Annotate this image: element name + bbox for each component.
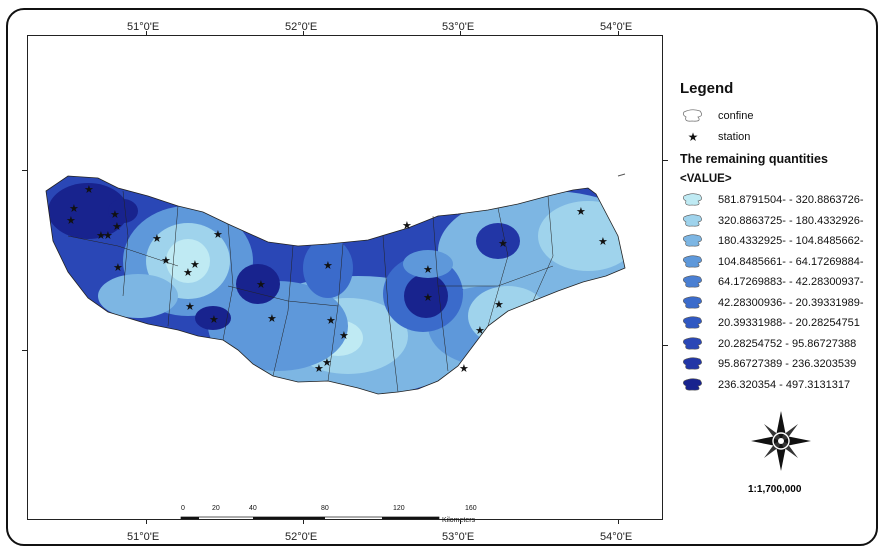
map-area: ★ ★ ★ ★ ★ ★ ★ ★ ★ ★ ★ ★ ★ ★ ★ ★ ★ ★ ★ ★ … [27, 35, 663, 522]
map-frame [6, 8, 878, 546]
compass-rose-icon [751, 411, 811, 471]
legend-value-label: <VALUE> [680, 173, 732, 185]
station-marker: ★ [423, 291, 433, 304]
station-marker: ★ [598, 235, 608, 248]
station-marker: ★ [423, 263, 433, 276]
station-marker: ★ [494, 298, 504, 311]
station-marker: ★ [314, 362, 324, 375]
station-marker: ★ [323, 259, 333, 272]
legend-class-label: 180.4332925- - 104.8485662- [718, 235, 864, 247]
station-marker: ★ [213, 228, 223, 241]
axis-tick [618, 519, 619, 524]
interpolated-surface [46, 176, 625, 394]
legend-quantities-title: The remaining quantities [680, 152, 828, 166]
legend-class-label: 42.28300936- - 20.39331989- [718, 296, 864, 309]
station-marker: ★ [267, 312, 277, 325]
station-marker: ★ [161, 254, 171, 267]
station-marker: ★ [190, 258, 200, 271]
axis-tick [22, 350, 27, 351]
top-axis-label: 51°0'E [127, 21, 160, 33]
station-marker: ★ [84, 183, 94, 196]
station-marker: ★ [185, 300, 195, 313]
outline-shape-icon [682, 109, 702, 122]
axis-tick [460, 519, 461, 524]
scale-bar-label: 40 [249, 505, 257, 512]
station-marker: ★ [152, 232, 162, 245]
scale-bar [180, 516, 440, 522]
scale-bar-label: 160 [465, 505, 477, 512]
legend-class-label: 64.17269883- - 42.28300937- [718, 276, 864, 288]
top-axis-label: 52°0'E [285, 21, 318, 33]
province-outline [45, 175, 626, 395]
island-mark [617, 173, 626, 177]
station-marker: ★ [475, 324, 485, 337]
axis-tick [460, 31, 461, 36]
station-marker: ★ [66, 214, 76, 227]
legend-station-label: station [718, 131, 751, 143]
legend-class-label: 104.8485661- - 64.17269884- [718, 255, 864, 268]
legend-class-swatch [683, 295, 702, 308]
bottom-axis-label: 53°0'E [442, 531, 475, 543]
station-markers: ★ ★ ★ ★ ★ ★ ★ ★ ★ ★ ★ ★ ★ ★ ★ ★ ★ ★ ★ ★ … [66, 183, 608, 375]
scale-bar-label: 0 [181, 505, 185, 512]
legend-class-label: 20.39331988- - 20.28254751 [718, 317, 860, 329]
axis-tick [146, 519, 147, 524]
station-marker: ★ [322, 356, 332, 369]
station-marker: ★ [103, 229, 113, 242]
station-marker: ★ [402, 219, 412, 232]
legend-class-label: 236.320354 - 497.3131317 [718, 378, 851, 391]
station-marker: ★ [69, 202, 79, 215]
legend-class-label: 20.28254752 - 95.86727388 [718, 337, 857, 350]
scale-bar-label: 20 [212, 505, 220, 512]
station-marker: ★ [113, 261, 123, 274]
scale-bar-unit: Kilometers [442, 517, 476, 524]
legend-class-swatch [683, 377, 702, 390]
scale-bar-label: 120 [393, 505, 405, 512]
station-marker: ★ [110, 208, 120, 221]
station-marker: ★ [576, 205, 586, 218]
station-marker: ★ [209, 313, 219, 326]
axis-tick [663, 345, 668, 346]
legend-class-label: 95.86727389 - 236.3203539 [718, 358, 857, 370]
axis-tick [303, 31, 304, 36]
legend-class-swatch [683, 357, 702, 370]
station-marker: ★ [498, 237, 508, 250]
scale-bar-label: 80 [321, 505, 329, 512]
legend-class-label: 581.8791504- - 320.8863726- [718, 194, 864, 206]
bottom-axis-label: 51°0'E [127, 531, 160, 543]
axis-tick [663, 160, 668, 161]
station-marker: ★ [183, 266, 193, 279]
legend-class-swatch [683, 275, 702, 288]
star-icon: ★ [687, 130, 699, 144]
legend-class-swatch [683, 316, 702, 329]
station-marker: ★ [339, 329, 349, 342]
legend-class-swatch [683, 336, 702, 349]
axis-tick [303, 519, 304, 524]
bottom-axis-label: 54°0'E [600, 531, 633, 543]
legend-class-swatch [683, 193, 702, 206]
legend-class-swatch [683, 213, 702, 226]
top-axis-label: 53°0'E [442, 21, 475, 33]
top-axis-label: 54°0'E [600, 21, 633, 33]
county-boundaries [67, 190, 554, 393]
axis-tick [618, 31, 619, 36]
legend-class-swatch [683, 234, 702, 247]
axis-tick [146, 31, 147, 36]
bottom-axis-label: 52°0'E [285, 531, 318, 543]
station-marker: ★ [256, 278, 266, 291]
station-marker: ★ [326, 314, 336, 327]
legend-confine-label: confine [718, 110, 754, 122]
station-marker: ★ [459, 362, 469, 375]
legend-class-swatch [683, 254, 702, 267]
station-marker: ★ [112, 220, 122, 233]
legend-title: Legend [680, 80, 734, 97]
station-marker: ★ [96, 229, 106, 242]
legend-class-label: 320.8863725- - 180.4332926- [718, 214, 864, 227]
scale-ratio: 1:1,700,000 [748, 484, 802, 495]
map-canvas: ★ ★ ★ ★ ★ ★ ★ ★ ★ ★ ★ ★ ★ ★ ★ ★ ★ ★ ★ ★ … [45, 173, 626, 522]
axis-tick [22, 170, 27, 171]
